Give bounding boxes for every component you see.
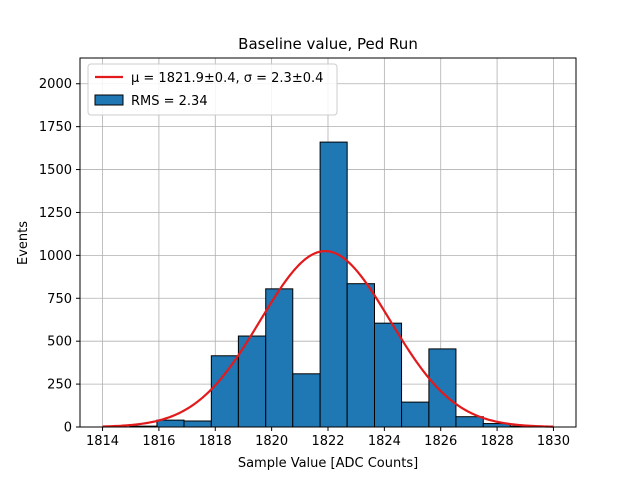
y-tick-label: 750 [47,292,72,307]
x-tick-label: 1818 [199,434,232,449]
histogram-bar [265,288,294,428]
legend-fit-label: μ = 1821.9±0.4, σ = 2.3±0.4 [131,71,323,86]
x-tick-label: 1822 [311,434,344,449]
legend: μ = 1821.9±0.4, σ = 2.3±0.4 RMS = 2.34 [87,63,338,116]
y-tick-label: 1500 [39,163,72,178]
legend-box [87,63,338,116]
histogram-bar [346,283,375,428]
y-tick-label: 0 [64,421,72,436]
x-tick-label: 1826 [424,434,457,449]
y-tick-label: 1250 [39,206,72,221]
chart-title: Baseline value, Ped Run [238,35,418,53]
histogram-bar [156,419,185,428]
histogram-bars [129,141,539,428]
y-tick-label: 1000 [39,249,72,264]
histogram-bar [319,141,348,428]
histogram-bar [428,348,457,428]
histogram-bar [292,373,321,428]
x-tick-label: 1824 [368,434,401,449]
histogram-bar [374,322,403,428]
y-tick-label: 1750 [39,120,72,135]
x-tick-label: 1828 [481,434,514,449]
y-tick-label: 2000 [39,77,72,92]
gaussian-fit-curve [102,249,554,428]
y-axis-ticks: 0 250 500 750 1000 1250 1500 1750 2000 [39,77,80,436]
histogram-bar [237,335,267,428]
y-tick-label: 500 [47,335,72,350]
y-tick-label: 250 [47,378,72,393]
x-tick-label: 1830 [537,434,570,449]
x-tick-label: 1820 [255,434,288,449]
histogram-bar [455,416,484,428]
legend-rms-label: RMS = 2.34 [131,94,208,109]
legend-rms-swatch [94,94,124,106]
x-axis-ticks: 1814 1816 1818 1820 1822 1824 1826 1828 1830 [86,427,570,449]
x-tick-label: 1814 [86,434,119,449]
histogram-bar [183,420,212,428]
x-axis-label: Sample Value [ADC Counts] [238,456,418,471]
histogram-bar [401,401,430,428]
x-tick-label: 1816 [142,434,175,449]
y-axis-label: Events [16,221,31,265]
histogram-bar [210,355,239,428]
